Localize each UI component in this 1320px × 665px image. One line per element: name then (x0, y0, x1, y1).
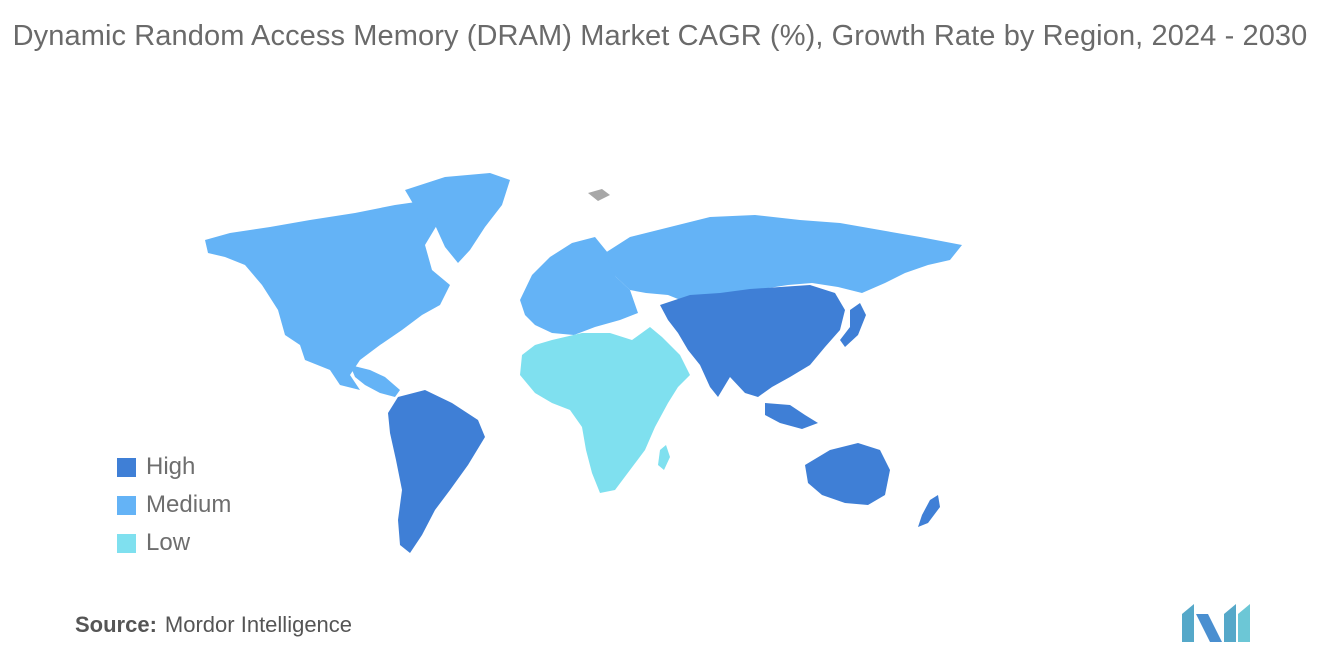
legend-item-high: High (117, 448, 231, 486)
region-central-america (350, 365, 400, 397)
legend: High Medium Low (117, 448, 231, 562)
region-australia (805, 443, 890, 505)
region-svalbard (588, 189, 610, 201)
source-note: Source: Mordor Intelligence (75, 612, 352, 638)
legend-item-low: Low (117, 524, 231, 562)
legend-swatch-low (117, 533, 136, 553)
mordor-intelligence-logo (1182, 604, 1250, 642)
region-new-zealand (918, 495, 940, 527)
chart-title: Dynamic Random Access Memory (DRAM) Mark… (12, 20, 1308, 52)
legend-item-medium: Medium (117, 486, 231, 524)
region-madagascar (658, 445, 670, 470)
region-russia (605, 215, 962, 303)
region-south-america (388, 390, 485, 553)
region-southeast-asia-islands (765, 403, 818, 429)
region-japan (840, 303, 866, 347)
legend-label-low: Low (146, 529, 191, 556)
world-map (205, 173, 962, 553)
region-greenland (405, 173, 510, 263)
region-north-america (205, 200, 450, 390)
legend-label-high: High (146, 453, 196, 480)
source-label: Source: (75, 612, 157, 637)
legend-swatch-medium (117, 495, 136, 515)
legend-label-medium: Medium (146, 491, 232, 518)
source-value: Mordor Intelligence (164, 612, 353, 637)
region-europe (520, 237, 638, 335)
region-asia (660, 285, 845, 397)
legend-swatch-high (117, 457, 136, 477)
region-africa-middle-east (520, 327, 690, 493)
